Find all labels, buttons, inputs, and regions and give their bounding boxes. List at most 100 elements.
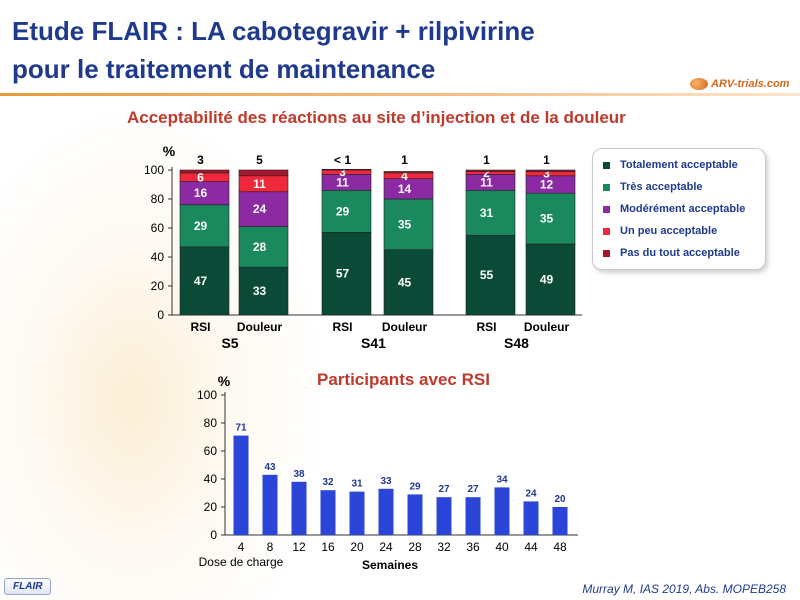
chart2-value-label: 27 (467, 484, 479, 495)
chart1-bar-segment (179, 246, 230, 316)
chart2-bar (378, 488, 394, 535)
chart1-top-label: 5 (256, 153, 263, 167)
chart2-sub-label: Dose de charge (199, 555, 284, 569)
chart1-segment-label: 24 (253, 202, 267, 216)
chart1-category-label: Douleur (382, 320, 428, 334)
chart2-value-label: 43 (264, 462, 276, 473)
chart1-top-label: 1 (483, 153, 490, 167)
legend-item-tres: Très acceptable (603, 181, 703, 193)
chart2-bar (436, 497, 452, 535)
chart1-bar-segment (321, 232, 372, 316)
chart1-y-tick-label: 20 (151, 279, 165, 293)
chart2-y-tick-label: 80 (204, 416, 218, 430)
chart2-bar (291, 481, 307, 535)
chart1-bar-segment (525, 192, 576, 245)
legend-swatch-tres (603, 183, 610, 191)
chart2-value-label: 32 (322, 477, 334, 488)
chart2-x-tick-label: 20 (350, 540, 364, 554)
chart2-x-tick-label: 32 (437, 540, 451, 554)
chart1-y-tick-label: 80 (151, 192, 165, 206)
legend-swatch-totalement (603, 161, 610, 169)
chart2-bar (465, 497, 481, 535)
legend-label-un-peu: Un peu acceptable (620, 225, 718, 237)
chart1-segment-label: 3 (339, 165, 346, 179)
chart1-segment-label: 4 (401, 169, 408, 183)
chart1-y-unit: % (163, 143, 176, 159)
chart2-title: Participants avec RSI (317, 370, 490, 389)
legend-label-totalement: Totalement acceptable (620, 159, 738, 171)
chart2-value-label: 27 (438, 484, 450, 495)
logo-text: ARV-trials.com (711, 78, 790, 90)
chart1-segment-label: 35 (398, 217, 412, 231)
chart2-bar (262, 474, 278, 535)
chart1-y-tick-label: 100 (144, 163, 164, 177)
chart1-category-label: Douleur (237, 320, 283, 334)
chart1-segment-label: 14 (398, 182, 412, 196)
chart2-value-label: 24 (525, 488, 537, 499)
chart2-bar (320, 490, 336, 535)
chart2-value-label: 71 (235, 423, 247, 434)
chart2-value-label: 20 (554, 494, 566, 505)
chart2-y-tick-label: 100 (197, 388, 217, 402)
chart1-segment-label: 28 (253, 240, 267, 254)
chart1-segment-label: 31 (480, 206, 494, 220)
chart1-bar-segment (525, 243, 576, 316)
chart1-bar-segment (465, 169, 516, 172)
chart1-top-label: 1 (401, 153, 408, 167)
chart2-x-tick-label: 44 (524, 540, 538, 554)
chart1-legend: Totalement acceptable Très acceptable Mo… (592, 148, 766, 270)
chart1-y-tick-label: 40 (151, 250, 165, 264)
chart2-x-tick-label: 8 (267, 540, 274, 554)
chart1-bar-segment (238, 226, 289, 268)
chart2-bar (233, 435, 249, 535)
chart1-category-label: RSI (332, 320, 352, 334)
citation: Murray M, IAS 2019, Abs. MOPEB258 (582, 582, 786, 596)
chart1-segment-label: 11 (336, 175, 349, 189)
chart1-category-label: RSI (190, 320, 210, 334)
legend-label-moderement: Modérément acceptable (620, 203, 746, 215)
chart2-x-tick-label: 4 (238, 540, 245, 554)
legend-item-un-peu: Un peu acceptable (603, 225, 717, 237)
arv-trials-logo[interactable]: ARV-trials.com (690, 78, 789, 90)
chart2-value-label: 38 (293, 469, 305, 480)
legend-label-tres: Très acceptable (620, 181, 703, 193)
chart1-bar-segment (179, 169, 230, 174)
legend-label-pas-du-tout: Pas du tout acceptable (620, 247, 740, 259)
chart1-bar-segment (465, 190, 516, 236)
chart1-category-label: Douleur (524, 320, 570, 334)
chart1-segment-label: 47 (194, 274, 208, 288)
legend-swatch-un-peu (603, 227, 610, 235)
chart1-group-label: S41 (361, 335, 386, 351)
chart1-segment-label: 16 (194, 186, 208, 200)
chart1-top-label: 1 (543, 153, 550, 167)
legend-item-pas-du-tout: Pas du tout acceptable (603, 247, 740, 259)
chart1-segment-label: 33 (253, 284, 267, 298)
title-underline (0, 93, 800, 96)
chart1-y-tick-label: 0 (157, 308, 164, 322)
logo-mark-icon (690, 78, 708, 90)
slide-title-line-1: Etude FLAIR : LA cabotegravir + rilpivir… (12, 16, 535, 46)
chart1-y-tick-label: 60 (151, 221, 165, 235)
chart2-y-tick-label: 20 (204, 500, 218, 514)
chart1-bar-segment (238, 169, 289, 177)
chart1-segment-label: 55 (480, 268, 494, 282)
chart1-bar-segment (465, 234, 516, 316)
chart2-bar (552, 507, 568, 535)
chart2-bar (523, 501, 539, 535)
chart1-bar-segment (525, 169, 576, 172)
chart2-y-tick-label: 0 (210, 528, 217, 542)
chart2-x-tick-label: 40 (495, 540, 509, 554)
chart1-bar-segment (383, 198, 434, 251)
chart1-segment-label: 6 (197, 170, 204, 184)
chart1-bar-segment (238, 266, 289, 316)
chart1-top-label: < 1 (334, 153, 351, 167)
chart1-segment-label: 49 (540, 272, 554, 286)
chart2-x-tick-label: 48 (553, 540, 567, 554)
chart2-x-tick-label: 12 (292, 540, 306, 554)
chart1-segment-label: 2 (483, 166, 490, 180)
legend-swatch-moderement (603, 205, 610, 213)
chart1-title: Acceptabilité des réactions au site d’in… (127, 108, 626, 127)
chart2-x-tick-label: 16 (321, 540, 335, 554)
